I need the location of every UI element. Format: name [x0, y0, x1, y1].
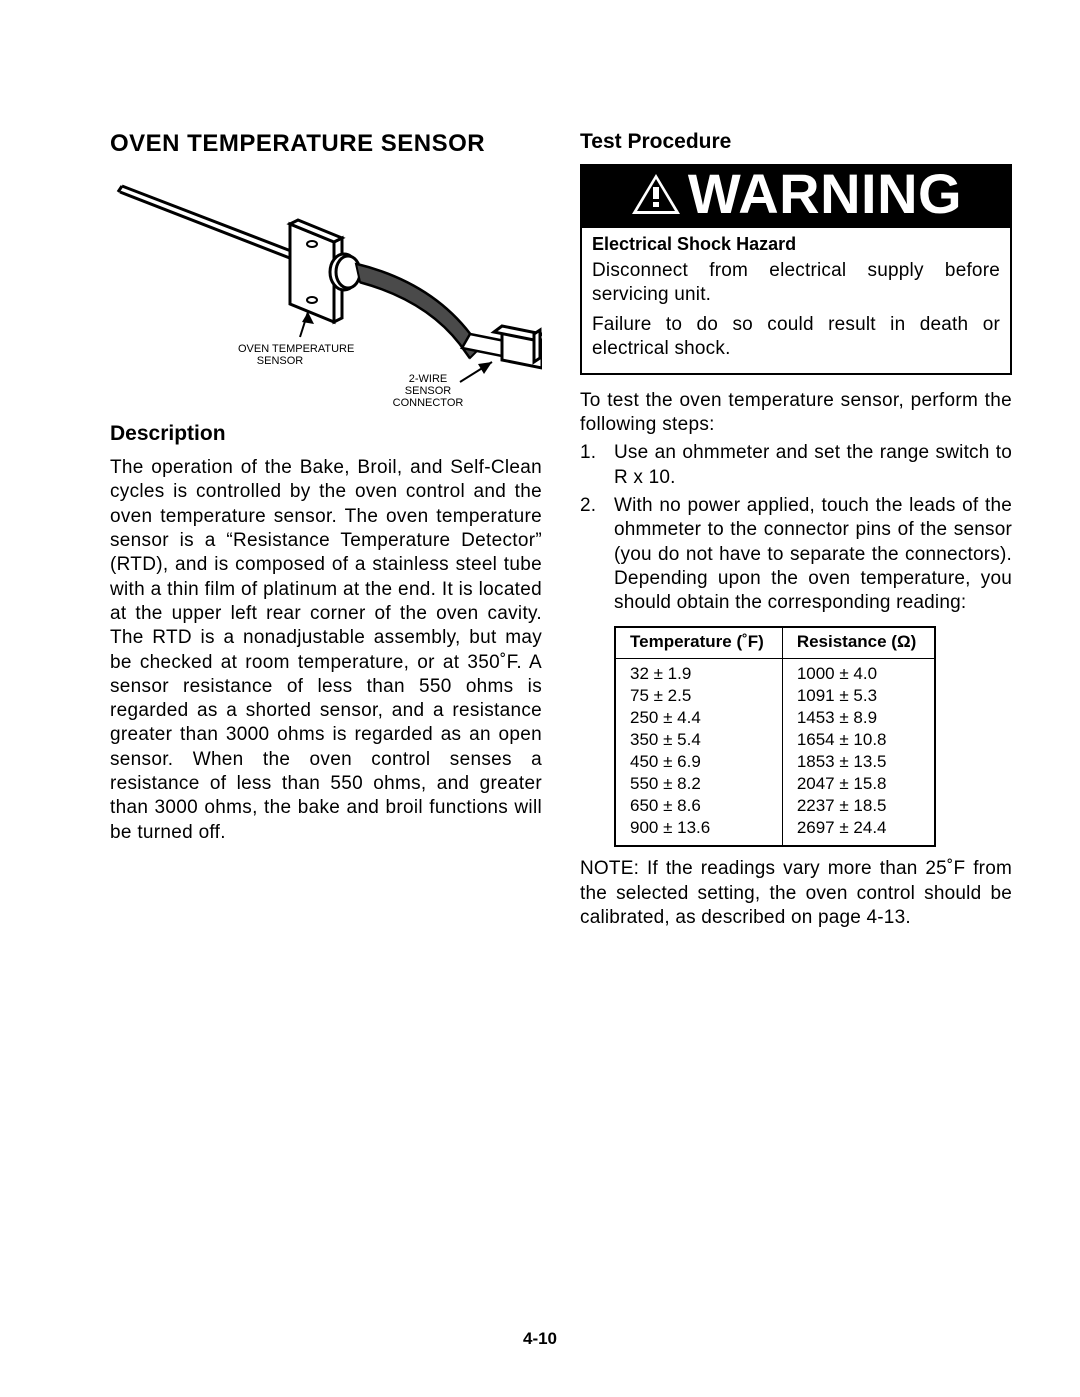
sensor-diagram-svg: OVEN TEMPERATURE SENSOR 2-WIRE SENSOR CO…	[110, 172, 542, 412]
left-column: OVEN TEMPERATURE SENSOR	[110, 130, 542, 930]
description-heading: Description	[110, 422, 542, 446]
hazard-p1: Disconnect from electrical supply before…	[592, 259, 1000, 307]
hazard-p2: Failure to do so could result in death o…	[592, 313, 1000, 361]
step-1: Use an ohmmeter and set the range switch…	[580, 441, 1012, 490]
table-cell-res: 1000 ± 4.01091 ± 5.31453 ± 8.91654 ± 10.…	[782, 658, 935, 846]
diagram-label-conn-line2: SENSOR	[405, 385, 452, 397]
calibration-note: NOTE: If the readings vary more than 25˚…	[580, 857, 1012, 930]
sensor-diagram: OVEN TEMPERATURE SENSOR 2-WIRE SENSOR CO…	[110, 172, 542, 412]
warning-triangle-icon	[630, 171, 682, 217]
page-content: OVEN TEMPERATURE SENSOR	[0, 0, 1080, 930]
warning-banner: WARNING	[580, 164, 1012, 226]
diagram-label-sensor-line2: SENSOR	[257, 355, 304, 367]
description-body: The operation of the Bake, Broil, and Se…	[110, 456, 542, 845]
diagram-label-sensor-line1: OVEN TEMPERATURE	[238, 343, 354, 355]
page-number: 4-10	[0, 1329, 1080, 1349]
warning-word: WARNING	[688, 166, 962, 222]
diagram-label-conn-line3: CONNECTOR	[393, 397, 464, 409]
test-intro: To test the oven temperature sensor, per…	[580, 389, 1012, 438]
table-header-res: Resistance (Ω)	[782, 627, 935, 659]
warning-box: Electrical Shock Hazard Disconnect from …	[580, 226, 1012, 375]
test-steps: Use an ohmmeter and set the range switch…	[580, 441, 1012, 615]
table-cell-temp: 32 ± 1.975 ± 2.5250 ± 4.4350 ± 5.4450 ± …	[615, 658, 782, 846]
hazard-title: Electrical Shock Hazard	[592, 234, 1000, 255]
resistance-table: Temperature (˚F) Resistance (Ω) 32 ± 1.9…	[614, 626, 936, 848]
step-2: With no power applied, touch the leads o…	[580, 494, 1012, 616]
table-header-temp: Temperature (˚F)	[615, 627, 782, 659]
section-title: OVEN TEMPERATURE SENSOR	[110, 130, 542, 158]
test-procedure-heading: Test Procedure	[580, 130, 1012, 154]
right-column: Test Procedure WARNING Electrical Shock …	[580, 130, 1012, 930]
diagram-label-conn-line1: 2-WIRE	[409, 373, 448, 385]
